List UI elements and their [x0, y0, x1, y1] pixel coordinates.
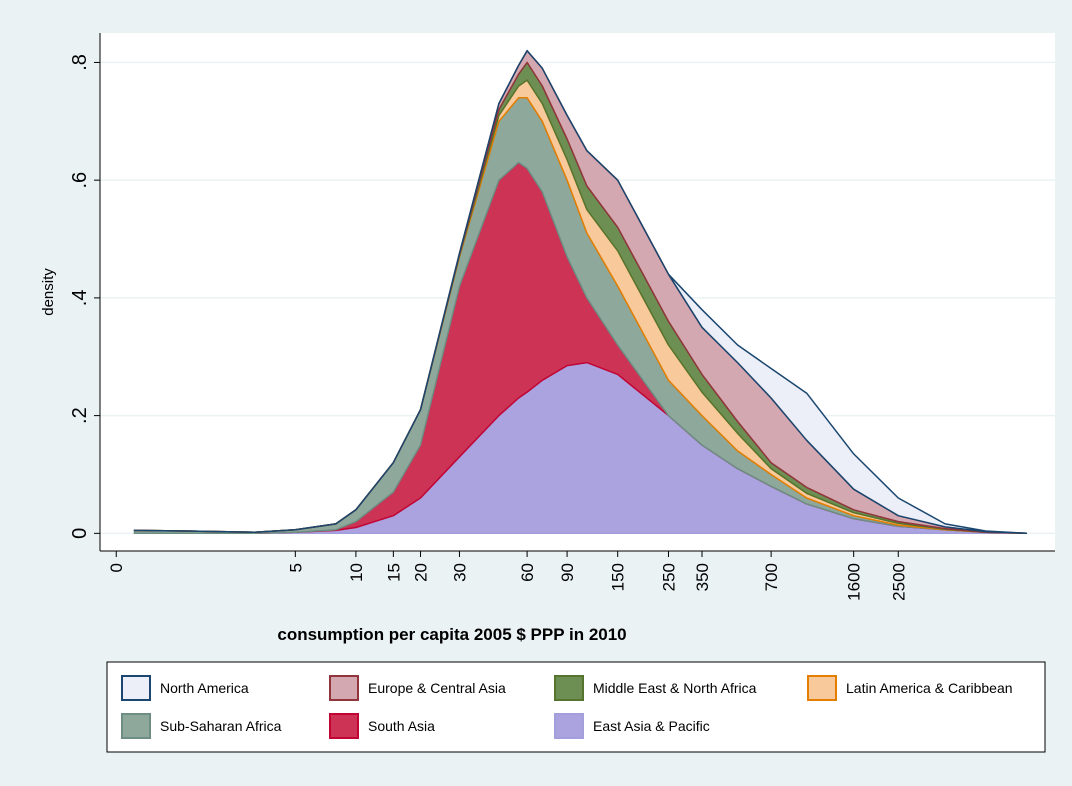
y-tick-label: .2 [69, 407, 91, 424]
x-tick-label: 90 [558, 563, 577, 582]
legend-label: Sub-Saharan Africa [160, 718, 282, 734]
legend-swatch [329, 713, 359, 739]
legend-label: Latin America & Caribbean [846, 680, 1013, 696]
y-axis-title: density [40, 268, 57, 316]
legend-label: East Asia & Pacific [593, 718, 710, 734]
legend-swatch [807, 675, 837, 701]
legend-label: North America [160, 680, 249, 696]
x-tick-label: 15 [384, 563, 403, 582]
x-tick-label: 20 [412, 563, 431, 582]
legend-swatch [121, 675, 151, 701]
legend-swatch [554, 713, 584, 739]
legend-label: Middle East & North Africa [593, 680, 757, 696]
legend-swatch [554, 675, 584, 701]
x-axis-title: consumption per capita 2005 $ PPP in 201… [277, 625, 626, 644]
legend-label: Europe & Central Asia [368, 680, 506, 696]
x-tick-label: 250 [659, 563, 678, 591]
x-tick-label: 0 [107, 563, 126, 572]
x-tick-label: 5 [286, 563, 305, 572]
legend-label: South Asia [368, 718, 435, 734]
x-tick-label: 150 [609, 563, 628, 591]
legend-swatch [121, 713, 151, 739]
y-tick-label: .4 [69, 290, 91, 307]
x-tick-label: 10 [347, 563, 366, 582]
y-tick-label: .6 [69, 172, 91, 189]
x-tick-label: 60 [518, 563, 537, 582]
x-tick-label: 1600 [845, 563, 864, 601]
y-tick-label: .8 [69, 54, 91, 71]
y-tick-label: 0 [69, 528, 91, 539]
x-tick-label: 2500 [889, 563, 908, 601]
x-tick-label: 30 [450, 563, 469, 582]
legend-swatch [329, 675, 359, 701]
area [133, 49, 1028, 535]
x-tick-label: 700 [762, 563, 781, 591]
x-tick-label: 350 [693, 563, 712, 591]
